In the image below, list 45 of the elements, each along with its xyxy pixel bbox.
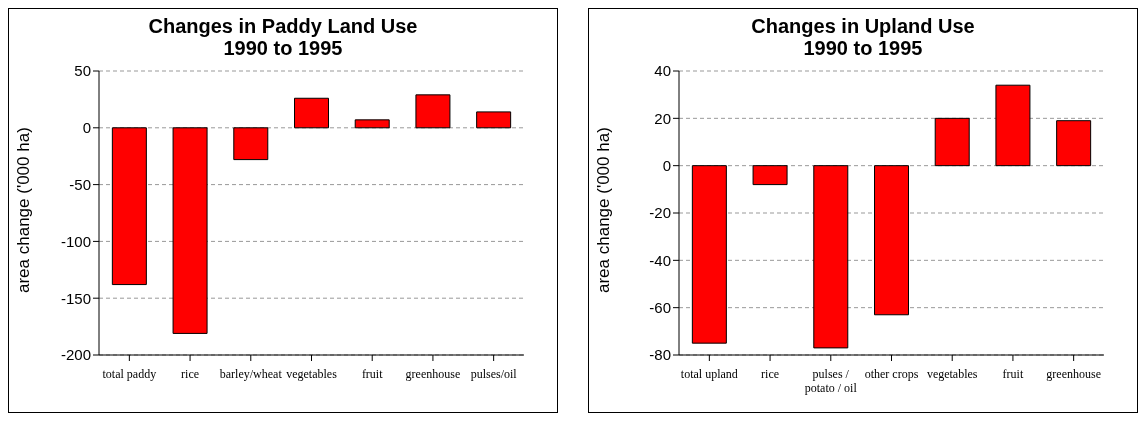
bar: [354, 119, 390, 129]
x-tick-label: greenhouse: [1046, 366, 1101, 381]
bar: [415, 94, 451, 129]
y-axis-title: area change ('000 ha): [14, 127, 34, 293]
chart-title: Changes in Upland Use 1990 to 1995: [750, 15, 976, 59]
x-tick-label: rice: [761, 366, 780, 381]
bar: [691, 165, 727, 344]
chart-title: Changes in Paddy Land Use 1990 to 1995: [147, 15, 419, 59]
x-tick-label: pulses / potato / oil: [804, 366, 858, 395]
y-tick-label: -80: [649, 346, 671, 364]
bar: [934, 117, 970, 167]
x-tick-label: vegetables: [286, 366, 338, 381]
y-axis-title: area change ('000 ha): [594, 127, 614, 293]
bar: [813, 165, 849, 349]
bar: [1056, 120, 1092, 167]
y-tick-label: -50: [69, 175, 91, 193]
x-tick-label: total upland: [680, 366, 738, 381]
x-tick-label: total paddy: [102, 366, 157, 381]
bar: [111, 127, 147, 286]
bar: [172, 127, 208, 334]
y-tick-label: 50: [74, 62, 91, 80]
bar: [233, 127, 269, 161]
bar: [995, 84, 1031, 167]
bar: [874, 165, 909, 316]
y-tick-label: 40: [654, 62, 671, 80]
y-tick-label: 0: [662, 156, 671, 174]
y-tick-label: -100: [60, 232, 91, 250]
x-tick-label: rice: [181, 366, 200, 381]
x-tick-label: greenhouse: [405, 366, 461, 381]
x-tick-label: pulses/oil: [470, 366, 518, 381]
bar: [476, 111, 512, 129]
y-tick-label: -150: [60, 289, 91, 307]
bar: [294, 97, 329, 129]
x-tick-label: vegetables: [926, 366, 978, 381]
y-tick-label: -200: [60, 346, 91, 364]
bar: [752, 165, 788, 186]
y-tick-label: 20: [654, 109, 671, 127]
x-tick-label: other crops: [864, 366, 919, 381]
x-tick-label: fruit: [1002, 366, 1024, 381]
x-tick-label: barley/wheat: [219, 366, 283, 381]
y-tick-label: -40: [649, 251, 671, 269]
x-tick-label: fruit: [361, 366, 384, 381]
y-tick-label: -20: [649, 204, 671, 222]
y-tick-label: -60: [649, 298, 671, 316]
y-tick-label: 0: [82, 119, 91, 137]
